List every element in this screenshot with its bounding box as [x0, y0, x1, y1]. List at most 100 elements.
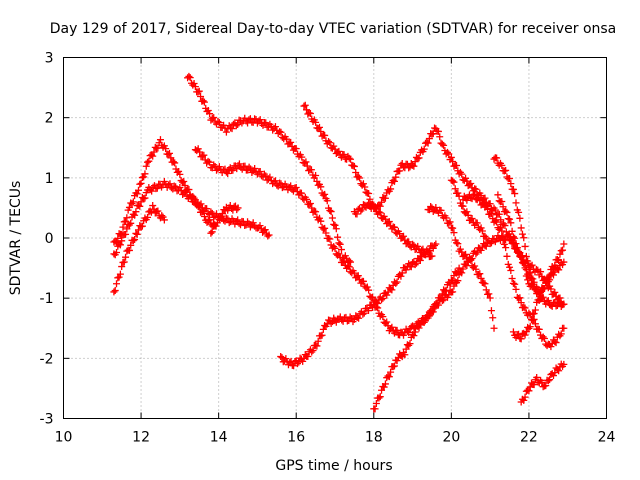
data-point: [336, 240, 344, 248]
data-point: [487, 307, 495, 315]
data-point: [256, 168, 264, 176]
data-point: [249, 219, 257, 227]
data-point: [458, 170, 466, 178]
data-point: [387, 285, 395, 293]
data-point: [538, 378, 546, 386]
data-point: [262, 119, 270, 127]
data-point: [150, 148, 158, 156]
data-point: [200, 98, 208, 106]
data-point: [277, 353, 285, 361]
data-point: [234, 204, 242, 212]
data-point: [467, 179, 475, 187]
data-point: [503, 208, 511, 216]
data-point: [405, 329, 413, 337]
data-point: [134, 186, 142, 194]
data-point: [222, 128, 230, 136]
data-point: [451, 185, 459, 193]
data-point: [410, 241, 418, 249]
data-point: [140, 173, 148, 181]
data-point: [116, 270, 124, 278]
data-point: [328, 214, 336, 222]
data-point: [555, 367, 563, 375]
data-point: [312, 172, 320, 180]
data-point: [516, 214, 524, 222]
data-point: [181, 182, 189, 190]
data-point: [352, 169, 360, 177]
data-point: [180, 178, 188, 186]
data-point: [186, 74, 194, 82]
data-point: [528, 315, 536, 323]
data-point: [134, 201, 142, 209]
x-tick-label: 24: [598, 430, 616, 446]
data-point: [475, 270, 483, 278]
data-point: [215, 119, 223, 127]
data-point: [450, 229, 458, 237]
data-point: [116, 241, 124, 249]
data-point: [330, 220, 338, 228]
data-point: [415, 154, 423, 162]
data-point: [323, 197, 331, 205]
data-point: [208, 114, 216, 122]
data-point: [487, 239, 495, 247]
data-point: [522, 252, 530, 260]
data-series: [110, 72, 568, 413]
data-point: [520, 396, 528, 404]
data-point: [454, 189, 462, 197]
data-point: [489, 314, 497, 322]
data-point: [482, 202, 490, 210]
data-point: [393, 278, 401, 286]
y-tick-label: 0: [45, 231, 54, 247]
data-point: [172, 183, 180, 191]
data-point: [559, 246, 567, 254]
data-point: [315, 123, 323, 131]
data-point: [229, 166, 237, 174]
data-point: [509, 328, 517, 336]
data-point: [354, 272, 362, 280]
data-point: [521, 393, 529, 401]
y-tick-label: -2: [40, 351, 54, 367]
data-point: [353, 314, 361, 322]
data-point: [387, 368, 395, 376]
plot-frame: [63, 57, 607, 419]
data-point: [464, 211, 472, 219]
data-point: [264, 232, 272, 240]
data-point: [544, 297, 552, 305]
data-point: [374, 299, 382, 307]
data-point: [278, 184, 286, 192]
data-point: [283, 135, 291, 143]
data-point: [331, 244, 339, 252]
data-point: [276, 128, 284, 136]
data-point: [544, 377, 552, 385]
data-point: [392, 279, 400, 287]
data-point: [440, 296, 448, 304]
data-point: [120, 258, 128, 266]
data-point: [365, 199, 373, 207]
data-point: [463, 208, 471, 216]
data-point: [482, 286, 490, 294]
data-point: [560, 360, 568, 368]
data-point: [423, 138, 431, 146]
data-point: [402, 266, 410, 274]
data-point: [522, 266, 530, 274]
data-point: [540, 285, 548, 293]
data-point: [447, 153, 455, 161]
data-point: [498, 227, 506, 235]
data-point: [499, 236, 507, 244]
data-point: [502, 207, 510, 215]
data-point: [521, 259, 529, 267]
data-point: [525, 262, 533, 270]
data-point: [169, 158, 177, 166]
data-point: [359, 180, 367, 188]
data-point: [462, 250, 470, 258]
data-point: [537, 292, 545, 300]
data-point: [560, 300, 568, 308]
data-point: [434, 301, 442, 309]
series-sat-c: [110, 202, 168, 296]
data-point: [353, 210, 361, 218]
data-point: [359, 277, 367, 285]
data-point: [381, 194, 389, 202]
data-point: [506, 174, 514, 182]
data-point: [303, 162, 311, 170]
data-point: [477, 274, 485, 282]
data-point: [392, 173, 400, 181]
